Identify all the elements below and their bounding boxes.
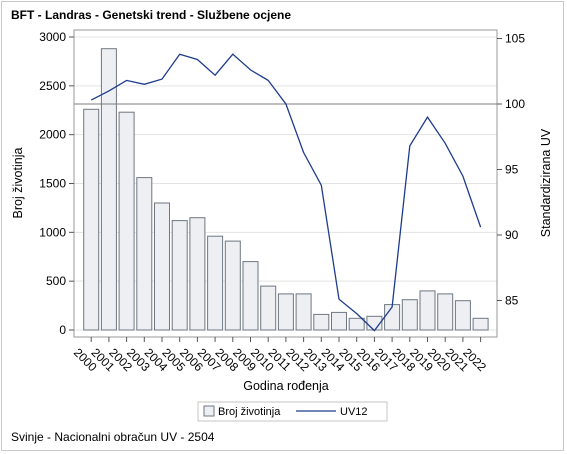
y-tick-label: 0: [59, 323, 66, 337]
y2-tick-label: 100: [505, 97, 525, 111]
y-tick-label: 2500: [39, 79, 66, 93]
bar: [454, 300, 471, 331]
y2-tick-label: 95: [505, 163, 519, 177]
bar: [154, 202, 170, 331]
bar-series: [83, 48, 489, 331]
y2-tick-label: 85: [505, 294, 519, 308]
bar: [437, 293, 454, 331]
bar: [472, 317, 489, 331]
footnote: Svinje - Nacionalni obračun UV - 2504: [11, 430, 215, 444]
x-axis-title: Godina rođenja: [243, 379, 329, 393]
bar: [295, 293, 312, 331]
y-tick-label: 1500: [39, 177, 66, 191]
bar: [118, 111, 135, 331]
y-tick-label: 2000: [39, 128, 66, 142]
bar: [136, 177, 153, 331]
bar: [401, 299, 418, 331]
bar: [242, 261, 259, 331]
legend-box: [197, 401, 388, 422]
bar: [331, 311, 347, 331]
bar: [83, 108, 100, 331]
y-axis-title: Broj životinja: [11, 148, 25, 219]
y2-axis-title: Standardizirana UV: [539, 128, 553, 237]
bar: [189, 217, 206, 331]
y2-tick-label: 90: [505, 228, 519, 242]
bar: [171, 220, 188, 331]
legend-bar-label: Broj životinja: [218, 406, 281, 418]
legend-line-label: UV12: [340, 406, 368, 418]
bar: [419, 290, 436, 331]
bar: [348, 317, 365, 331]
bar: [100, 48, 117, 331]
y-tick-label: 3000: [39, 30, 66, 44]
bar: [207, 235, 224, 331]
bar: [384, 304, 401, 331]
y2-tick-label: 105: [505, 32, 525, 46]
chart-title: BFT - Landras - Genetski trend - Služben…: [11, 8, 292, 22]
legend: Broj životinja UV12: [197, 401, 388, 422]
y-tick-label: 1000: [39, 225, 66, 239]
line-series: [90, 53, 482, 332]
bar: [224, 240, 241, 331]
legend-bar-swatch: [203, 405, 215, 417]
bar: [260, 285, 277, 331]
y-tick-label: 500: [46, 274, 66, 288]
uv12-line: [90, 53, 482, 332]
bar: [313, 313, 330, 331]
bar: [277, 293, 294, 331]
